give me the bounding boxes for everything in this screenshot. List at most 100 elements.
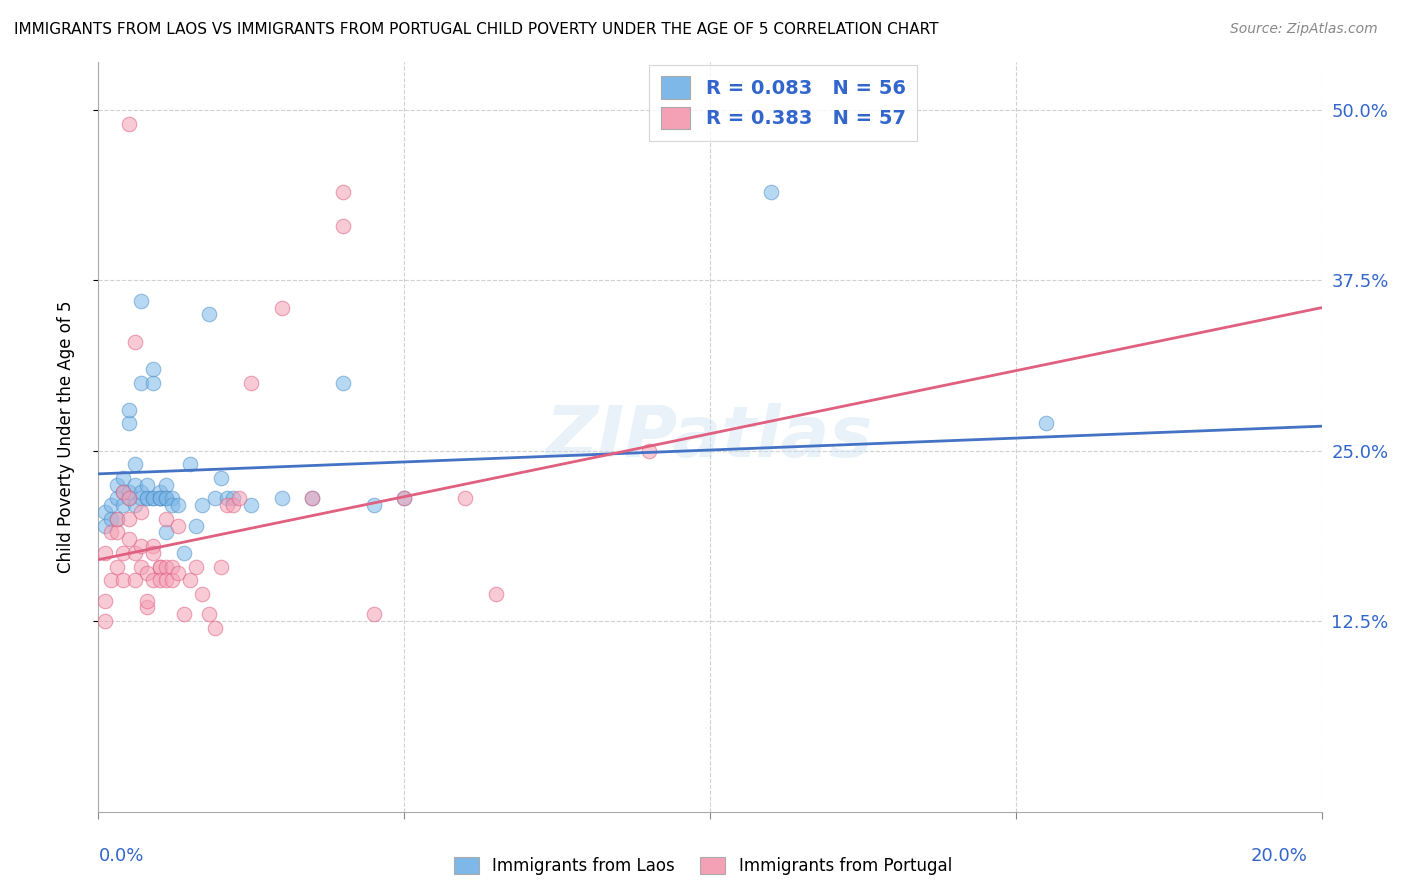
Point	[93, 593, 115, 607]
Point	[270, 301, 292, 315]
Point	[209, 471, 232, 485]
Point	[118, 491, 141, 506]
Point	[100, 512, 122, 526]
Point	[191, 498, 214, 512]
Point	[228, 491, 250, 506]
Point	[301, 491, 323, 506]
Point	[124, 546, 146, 560]
Point	[111, 484, 134, 499]
Point	[136, 566, 159, 581]
Point	[118, 117, 141, 131]
Point	[637, 443, 661, 458]
Point	[392, 491, 416, 506]
Point	[136, 477, 159, 491]
Point	[204, 491, 226, 506]
Point	[155, 491, 177, 506]
Point	[197, 607, 219, 622]
Point	[149, 491, 172, 506]
Point	[149, 559, 172, 574]
Point	[332, 185, 354, 199]
Point	[111, 573, 134, 587]
Text: 0.0%: 0.0%	[98, 847, 143, 865]
Point	[363, 607, 385, 622]
Point	[118, 417, 141, 431]
Point	[240, 498, 263, 512]
Point	[129, 491, 152, 506]
Point	[332, 376, 354, 390]
Point	[124, 573, 146, 587]
Point	[454, 491, 477, 506]
Point	[167, 518, 190, 533]
Text: Source: ZipAtlas.com: Source: ZipAtlas.com	[1230, 22, 1378, 37]
Legend: R = 0.083   N = 56, R = 0.383   N = 57: R = 0.083 N = 56, R = 0.383 N = 57	[650, 64, 918, 141]
Point	[118, 484, 141, 499]
Point	[149, 491, 172, 506]
Point	[363, 498, 385, 512]
Point	[111, 498, 134, 512]
Point	[105, 559, 128, 574]
Point	[167, 498, 190, 512]
Point	[155, 559, 177, 574]
Point	[155, 573, 177, 587]
Point	[215, 498, 238, 512]
Point	[149, 491, 172, 506]
Point	[149, 559, 172, 574]
Point	[222, 498, 245, 512]
Point	[186, 559, 208, 574]
Point	[759, 185, 782, 199]
Point	[179, 573, 201, 587]
Point	[100, 498, 122, 512]
Point	[124, 458, 146, 472]
Point	[100, 573, 122, 587]
Point	[105, 491, 128, 506]
Point	[142, 573, 165, 587]
Point	[301, 491, 323, 506]
Text: IMMIGRANTS FROM LAOS VS IMMIGRANTS FROM PORTUGAL CHILD POVERTY UNDER THE AGE OF : IMMIGRANTS FROM LAOS VS IMMIGRANTS FROM …	[14, 22, 939, 37]
Point	[160, 573, 183, 587]
Point	[118, 402, 141, 417]
Point	[93, 505, 115, 519]
Point	[124, 334, 146, 349]
Point	[142, 376, 165, 390]
Point	[160, 559, 183, 574]
Text: ZIPatlas: ZIPatlas	[547, 402, 873, 472]
Text: 20.0%: 20.0%	[1251, 847, 1308, 865]
Point	[129, 484, 152, 499]
Point	[179, 458, 201, 472]
Point	[142, 362, 165, 376]
Point	[105, 512, 128, 526]
Point	[149, 484, 172, 499]
Point	[209, 559, 232, 574]
Point	[111, 546, 134, 560]
Point	[142, 491, 165, 506]
Point	[129, 505, 152, 519]
Point	[118, 491, 141, 506]
Y-axis label: Child Poverty Under the Age of 5: Child Poverty Under the Age of 5	[56, 301, 75, 574]
Point	[240, 376, 263, 390]
Point	[142, 546, 165, 560]
Point	[129, 539, 152, 553]
Point	[173, 546, 195, 560]
Point	[167, 566, 190, 581]
Point	[155, 491, 177, 506]
Point	[100, 525, 122, 540]
Point	[118, 533, 141, 547]
Point	[136, 593, 159, 607]
Point	[105, 525, 128, 540]
Point	[155, 525, 177, 540]
Point	[111, 484, 134, 499]
Point	[118, 512, 141, 526]
Legend: Immigrants from Laos, Immigrants from Portugal: Immigrants from Laos, Immigrants from Po…	[446, 849, 960, 884]
Point	[105, 477, 128, 491]
Point	[136, 600, 159, 615]
Point	[485, 587, 508, 601]
Point	[173, 607, 195, 622]
Point	[129, 293, 152, 308]
Point	[136, 491, 159, 506]
Point	[1035, 417, 1057, 431]
Point	[142, 491, 165, 506]
Point	[204, 621, 226, 635]
Point	[124, 477, 146, 491]
Point	[215, 491, 238, 506]
Point	[160, 498, 183, 512]
